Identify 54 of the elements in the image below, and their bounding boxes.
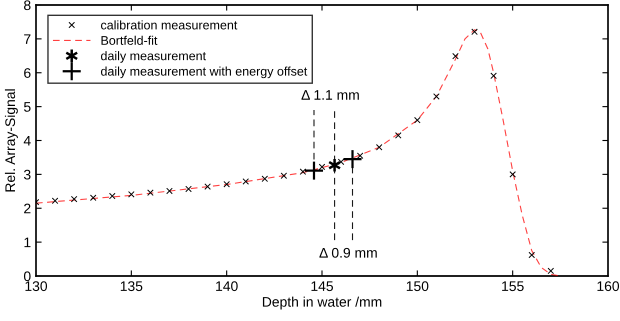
annotation: Δ 1.1 mm xyxy=(301,90,359,100)
y-tick-label: 8 xyxy=(24,0,31,10)
point xyxy=(280,172,288,179)
point xyxy=(300,168,306,175)
y-tick-label: 1 xyxy=(24,238,30,248)
x-tick-label: 150 xyxy=(406,281,428,292)
point xyxy=(471,28,478,36)
point xyxy=(356,152,364,160)
x-tick-label: 160 xyxy=(597,281,620,292)
point xyxy=(304,160,324,181)
point xyxy=(452,52,459,60)
y-tick-label: 3 xyxy=(24,170,31,180)
point xyxy=(490,72,497,80)
y-tick-label: 7 xyxy=(24,34,30,44)
x-tick-label: 155 xyxy=(502,281,524,292)
point xyxy=(548,268,554,274)
legend-label: calibration measurement xyxy=(101,20,238,30)
point xyxy=(414,116,421,124)
point xyxy=(433,93,440,100)
legend-label: daily measurement xyxy=(100,51,206,63)
x-tick-label: 135 xyxy=(120,281,142,292)
point xyxy=(262,176,268,182)
point xyxy=(185,186,192,192)
point xyxy=(166,188,173,194)
point xyxy=(128,191,135,198)
x-tick-label: 130 xyxy=(25,281,48,292)
x-tick-label: 145 xyxy=(311,281,334,292)
y-tick-label: 5 xyxy=(24,102,31,112)
point xyxy=(338,158,344,166)
point xyxy=(395,132,402,139)
point xyxy=(342,148,363,170)
x-tick-label: 140 xyxy=(216,281,238,292)
point xyxy=(52,198,58,204)
y-axis-title: Rel. Array-Signal xyxy=(4,89,18,192)
y-tick-label: 2 xyxy=(24,204,30,214)
point xyxy=(318,164,326,170)
point xyxy=(70,196,78,202)
annotation: Δ 0.9 mm xyxy=(319,248,377,258)
point xyxy=(90,194,96,202)
x-axis-title: Depth in water /mm xyxy=(262,296,382,310)
point xyxy=(528,252,535,258)
y-tick-label: 0 xyxy=(24,271,31,282)
point xyxy=(242,178,249,185)
y-tick-label: 6 xyxy=(24,68,31,78)
point xyxy=(223,180,230,188)
y-tick-label: 4 xyxy=(24,136,31,146)
point xyxy=(109,192,116,200)
point xyxy=(376,144,382,151)
legend-label: daily measurement with energy offset xyxy=(100,66,308,78)
point xyxy=(509,171,516,178)
point xyxy=(204,183,211,190)
line-series xyxy=(36,29,561,276)
point xyxy=(147,189,154,196)
legend-label: Bortfeld-fit xyxy=(101,36,158,45)
